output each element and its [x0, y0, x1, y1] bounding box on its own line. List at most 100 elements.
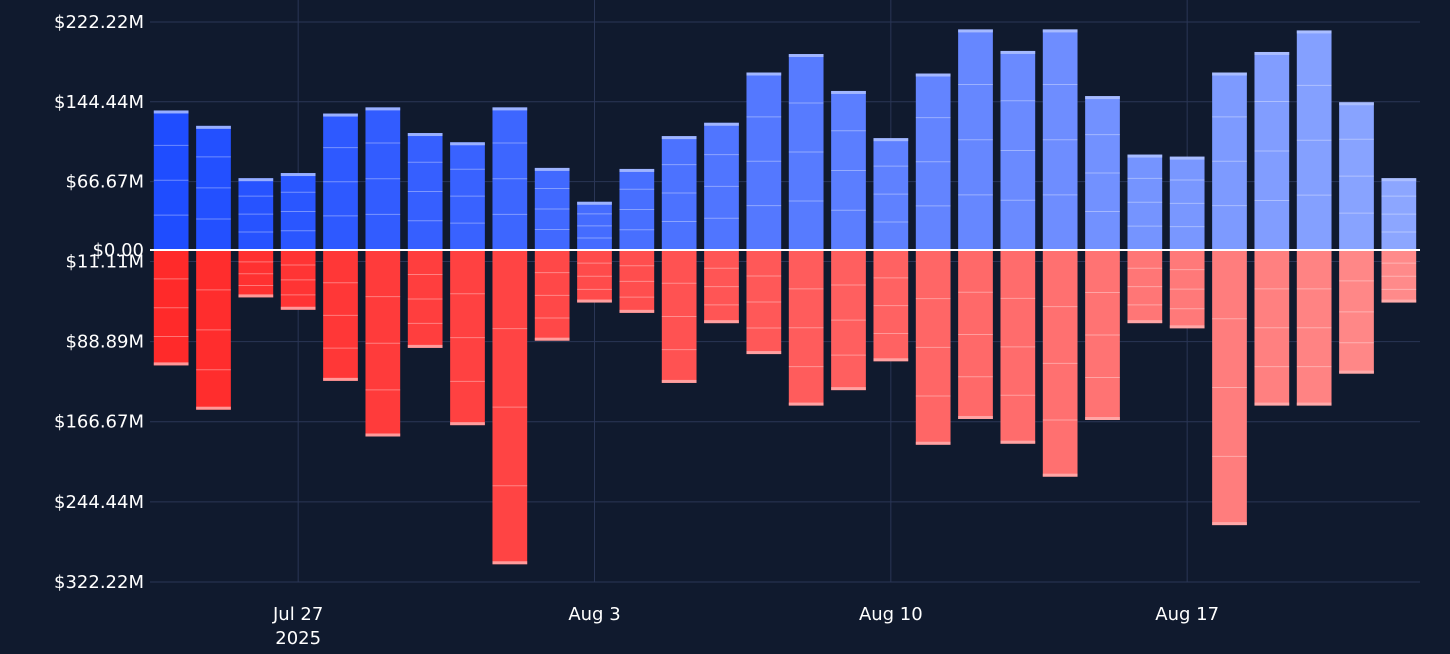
positive-bar [915, 73, 951, 250]
positive-bar-cap [788, 54, 824, 58]
negative-bar-cap [661, 379, 697, 383]
positive-bar-cap [196, 125, 231, 129]
negative-bar [280, 250, 316, 310]
positive-bar [492, 107, 528, 250]
negative-bar [365, 250, 401, 437]
positive-bar-cap [915, 73, 951, 77]
negative-bar-cap [958, 415, 993, 419]
negative-bar [915, 250, 951, 445]
positive-bar-cap [577, 201, 612, 205]
negative-bar-cap [1169, 325, 1205, 329]
negative-bar-cap [1085, 417, 1120, 421]
positive-bar-cap [323, 113, 358, 117]
y-tick-label: $166.67M [54, 412, 144, 433]
negative-bar-cap [619, 309, 655, 313]
negative-bar [577, 250, 612, 303]
positive-bar [746, 72, 782, 251]
y-tick-label: $244.44M [54, 492, 144, 513]
positive-bar-cap [704, 122, 739, 126]
positive-bar-cap [1127, 154, 1163, 158]
positive-bar [365, 107, 401, 250]
negative-bar-cap [407, 344, 443, 348]
positive-bar-cap [534, 167, 570, 171]
y-tick-label: $222.22M [54, 12, 144, 33]
negative-bar [1296, 250, 1332, 406]
positive-bar [280, 173, 316, 250]
negative-bar [1000, 250, 1036, 444]
negative-bar [1042, 250, 1078, 477]
negative-bar-cap [577, 299, 612, 303]
negative-bar-cap [1296, 402, 1332, 406]
positive-bar [1212, 72, 1247, 251]
y-tick-label: $144.44M [54, 92, 144, 113]
y-tick-label: $322.22M [54, 572, 144, 593]
negative-bar-cap [534, 337, 570, 341]
positive-bar-cap [1339, 102, 1374, 106]
positive-bar-cap [238, 178, 274, 182]
negative-bar-cap [323, 377, 358, 381]
positive-bar [1127, 154, 1163, 250]
negative-bar [958, 250, 993, 419]
positive-bar-cap [450, 142, 485, 146]
positive-bar-cap [1381, 178, 1417, 182]
positive-bar [1085, 96, 1120, 251]
positive-bar [1296, 30, 1332, 250]
negative-bar-cap [873, 358, 909, 362]
positive-bar-cap [407, 133, 443, 137]
positive-bar [1042, 29, 1078, 251]
positive-bar-cap [661, 136, 697, 140]
negative-bar [238, 250, 274, 298]
positive-bar [238, 178, 274, 250]
negative-bar-cap [1212, 522, 1247, 526]
negative-bar-cap [1254, 402, 1290, 406]
positive-bar [704, 122, 739, 250]
negative-bar-cap [1381, 299, 1417, 303]
positive-bar-cap [1212, 72, 1247, 76]
y-tick-label: $11.11M [65, 251, 144, 272]
negative-bar-cap [915, 441, 951, 445]
positive-bar [831, 90, 866, 250]
positive-bar-cap [746, 72, 782, 76]
negative-bar [873, 250, 909, 362]
positive-bar [323, 113, 358, 250]
x-tick-label: Jul 27 [272, 604, 323, 625]
negative-bar-cap [746, 351, 782, 355]
negative-bar [746, 250, 782, 355]
positive-bar [1254, 51, 1290, 251]
positive-bar [407, 133, 443, 250]
negative-bar-cap [1000, 440, 1036, 444]
negative-bar [1127, 250, 1163, 324]
negative-bar-cap [831, 387, 866, 391]
positive-bar-cap [280, 173, 316, 177]
positive-bar [619, 168, 655, 250]
negative-bar [196, 250, 231, 410]
negative-bar-cap [280, 306, 316, 310]
positive-bar-cap [1169, 156, 1205, 160]
negative-bar-cap [788, 402, 824, 406]
negative-bar [407, 250, 443, 348]
positive-bar [1000, 50, 1036, 250]
negative-bar [1381, 250, 1417, 303]
negative-bar [831, 250, 866, 391]
negative-bar-cap [1339, 370, 1374, 374]
negative-bar [788, 250, 824, 406]
negative-bar [153, 250, 189, 366]
positive-bar [1169, 156, 1205, 250]
positive-bar [577, 201, 612, 250]
positive-bar [873, 138, 909, 250]
negative-bar [450, 250, 485, 426]
positive-bar-cap [1000, 50, 1036, 54]
positive-bar-cap [619, 168, 655, 172]
positive-bar [958, 29, 993, 251]
negative-bar [619, 250, 655, 313]
positive-bar-cap [492, 107, 528, 111]
positive-bar [1381, 178, 1417, 250]
positive-bar-cap [1042, 29, 1078, 33]
y-tick-label: $66.67M [65, 172, 144, 193]
positive-bar-cap [831, 90, 866, 94]
positive-bar [196, 125, 231, 250]
x-tick-sublabel: 2025 [275, 628, 321, 649]
x-tick-label: Aug 3 [568, 604, 620, 625]
